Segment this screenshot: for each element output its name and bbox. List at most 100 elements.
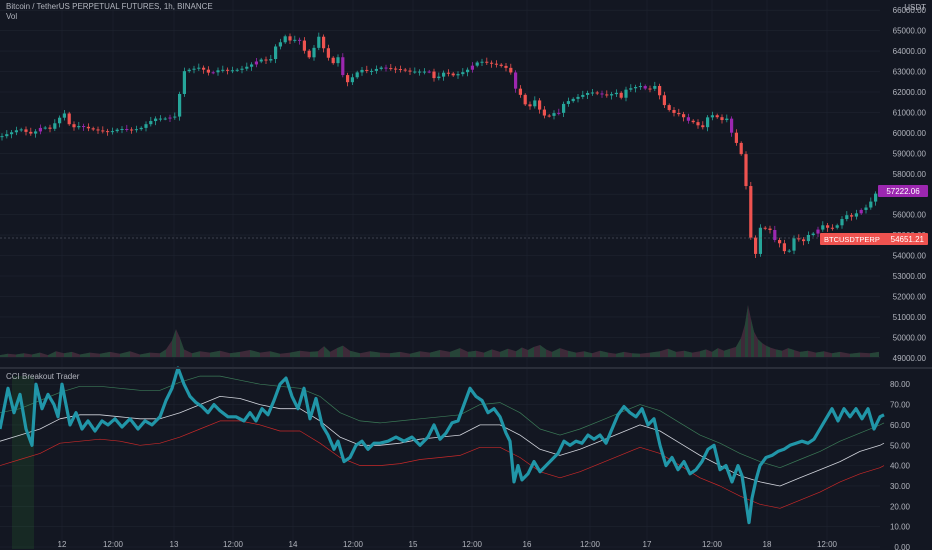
candle-body bbox=[490, 62, 494, 64]
candle-body bbox=[854, 213, 858, 217]
candle-body bbox=[360, 69, 364, 73]
candle-body bbox=[816, 229, 820, 234]
candle-body bbox=[178, 93, 182, 117]
candle-body bbox=[758, 227, 762, 254]
candle-body bbox=[763, 227, 767, 229]
volume-up-segment bbox=[370, 351, 380, 357]
candle-body bbox=[173, 116, 177, 118]
volume-up-segment bbox=[450, 348, 460, 357]
candle-body bbox=[634, 86, 638, 89]
time-tick-label: 18 bbox=[763, 540, 772, 549]
symbol-title[interactable]: Bitcoin / TetherUS PERPETUAL FUTURES, 1h… bbox=[6, 2, 213, 11]
volume-label[interactable]: Vol bbox=[6, 12, 18, 21]
volume-up-segment bbox=[390, 351, 400, 357]
candle-body bbox=[552, 113, 556, 116]
indicator-title[interactable]: CCI Breakout Trader bbox=[6, 372, 80, 381]
candle-body bbox=[811, 233, 815, 235]
candle-body bbox=[773, 230, 777, 241]
candle-body bbox=[254, 61, 258, 65]
candle-body bbox=[590, 92, 594, 94]
candle-body bbox=[533, 100, 537, 107]
cci-axis[interactable]: 80.00 70.00 60.00 50.00 40.00 30.00 20.00 10.00… bbox=[890, 380, 911, 550]
volume-up-segment bbox=[516, 347, 522, 357]
candle-body bbox=[730, 118, 734, 133]
candle-body bbox=[686, 117, 690, 121]
candle-body bbox=[605, 94, 609, 96]
grid-lines bbox=[0, 0, 880, 548]
price-tick-label: 64000.00 bbox=[893, 47, 927, 56]
candle-body bbox=[206, 69, 210, 73]
candle-body bbox=[662, 95, 666, 106]
candle-body bbox=[283, 36, 287, 43]
volume-up-segment bbox=[100, 351, 110, 357]
candle-body bbox=[571, 98, 575, 102]
candle-body bbox=[125, 129, 129, 131]
price-tick-label: 54000.00 bbox=[893, 252, 927, 261]
volume-up-segment bbox=[632, 353, 640, 357]
candle-body bbox=[326, 48, 330, 58]
volume-up-segment bbox=[552, 348, 560, 357]
candle-body bbox=[744, 154, 748, 187]
candle-body bbox=[442, 72, 446, 77]
candle-body bbox=[859, 209, 863, 214]
candle-body bbox=[782, 243, 786, 252]
candle-body bbox=[749, 186, 753, 238]
time-axis[interactable]: 12 12:00 13 12:00 14 12:00 15 12:00 16 12:00 17 12:… bbox=[58, 540, 838, 549]
candle-body bbox=[82, 126, 86, 128]
candle-body bbox=[600, 93, 604, 95]
candle-body bbox=[274, 46, 278, 60]
volume-up-segment bbox=[850, 352, 860, 357]
volume-up-segment bbox=[700, 349, 706, 357]
candle-body bbox=[643, 86, 647, 89]
candle-body bbox=[821, 225, 825, 230]
cci-tick-label: 30.00 bbox=[890, 482, 911, 491]
candle-body bbox=[235, 69, 239, 71]
candle-body bbox=[379, 67, 383, 69]
candle-body bbox=[101, 130, 105, 132]
volume-up-segment bbox=[430, 350, 440, 357]
cci-tick-label: 70.00 bbox=[890, 401, 911, 410]
candle-body bbox=[293, 39, 297, 41]
volume-up-segment bbox=[650, 351, 660, 357]
candle-body bbox=[10, 132, 14, 135]
candle-body bbox=[778, 240, 782, 244]
candle-body bbox=[739, 142, 743, 155]
candle-body bbox=[710, 115, 714, 118]
volume-up-segment bbox=[160, 349, 166, 357]
candle-body bbox=[475, 62, 479, 66]
candle-body bbox=[130, 129, 134, 131]
cci-tick-label: 10.00 bbox=[890, 523, 911, 532]
candle-body bbox=[115, 129, 119, 132]
time-tick-label: 12:00 bbox=[103, 540, 124, 549]
price-tick-label: 50000.00 bbox=[893, 333, 927, 342]
price-tick-label: 51000.00 bbox=[893, 313, 927, 322]
volume-up-segment bbox=[64, 351, 72, 357]
cci-tick-label: 50.00 bbox=[890, 441, 911, 450]
crosshair-symbol-label: BTCUSDTPERP bbox=[824, 235, 880, 244]
volume-up-segment bbox=[0, 353, 8, 357]
price-tick-label: 60000.00 bbox=[893, 129, 927, 138]
candle-body bbox=[154, 118, 158, 122]
candle-body bbox=[485, 61, 489, 63]
volume-up-segment bbox=[310, 351, 318, 357]
candle-body bbox=[226, 69, 230, 71]
candle-body bbox=[701, 125, 705, 128]
candle-body bbox=[422, 71, 426, 73]
volume-up-segment bbox=[192, 351, 200, 357]
candle-body bbox=[658, 85, 662, 96]
price-tick-label: 53000.00 bbox=[893, 272, 927, 281]
candle-body bbox=[288, 36, 292, 41]
volume-up-segment bbox=[120, 351, 130, 357]
volume-up-segment bbox=[870, 351, 879, 357]
candle-body bbox=[307, 50, 311, 58]
candle-body bbox=[221, 69, 225, 71]
candle-body bbox=[696, 122, 700, 126]
candle-body bbox=[158, 118, 162, 120]
candle-body bbox=[144, 124, 148, 128]
candle-body bbox=[250, 64, 254, 67]
volume-up-segment bbox=[736, 338, 741, 357]
time-tick-label: 14 bbox=[289, 540, 298, 549]
candle-body bbox=[734, 132, 738, 143]
